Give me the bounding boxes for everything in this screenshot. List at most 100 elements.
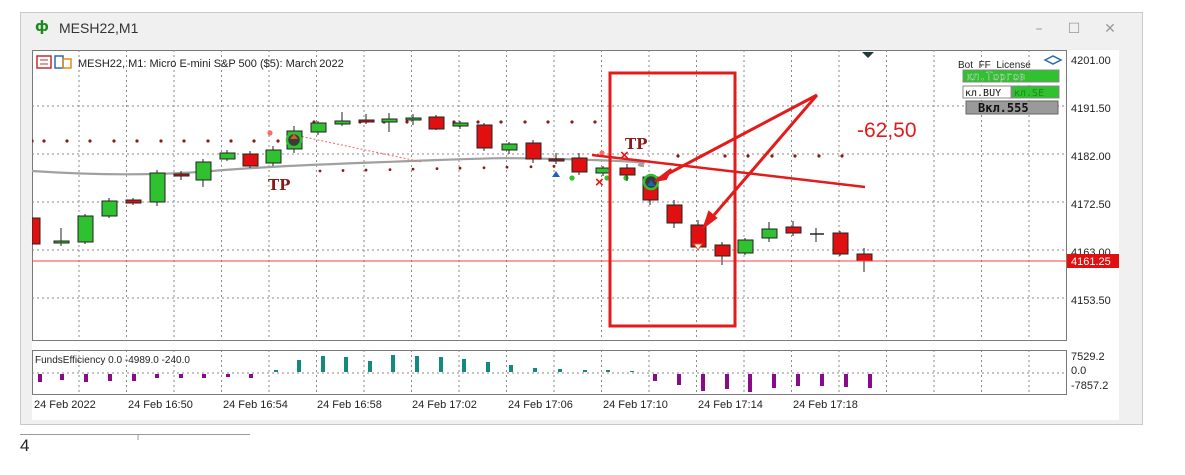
indicator-bar [132,374,136,381]
chart-header: MESH22, M1: Micro E-mini S&P 500 ($5): M… [36,55,344,70]
time-tick: 24 Feb 16:50 [128,399,193,411]
shift-marker-icon[interactable] [862,52,874,58]
trailing-dot [388,168,392,171]
window-title: MESH22,M1 [59,20,139,36]
indicator-bar [820,374,824,386]
candle-body [149,172,166,203]
trend-dash-line [289,133,423,163]
arrowhead [702,210,718,230]
trailing-dot [604,175,610,181]
candle-body [219,152,236,160]
trailing-dot [318,169,322,173]
trade-toggle-button[interactable] [962,69,1060,83]
trailing-dot [676,154,680,158]
candle-body [571,157,588,173]
buy-toggle-button[interactable] [962,85,1012,99]
trailing-dot [229,139,233,143]
indicator-bar [748,374,752,392]
graduation-cap-icon [1043,55,1063,65]
candle-body [714,244,731,257]
arrow-up-icon [290,134,298,139]
indicator-bar [84,374,88,382]
annotations: -62,50 [591,71,917,328]
symbol-header: MESH22, M1: Micro E-mini S&P 500 ($5): M… [78,58,344,70]
trailing-dot [159,139,163,143]
current-price-tag [1067,254,1119,268]
indicator-bar [249,374,253,378]
close-cross-icon: × [595,174,604,191]
candle-body [310,122,327,133]
main-plot-frame [32,50,1067,341]
trailing-dot [546,120,550,124]
candle-body [381,118,398,123]
loss-value-text: -62,50 [857,119,917,142]
indicator-tick: 0.0 [1071,365,1086,377]
tp-label: TP [625,135,647,153]
indicator-tick: -7857.2 [1071,380,1108,392]
trailing-dots [32,120,844,181]
footnote-number: 4 [20,436,30,455]
candle-body [77,215,94,243]
indicator-bar [772,374,776,388]
candle-body [334,120,351,125]
indicator-bar [677,374,681,385]
indicator-bar [297,360,301,372]
price-tick: 4191.50 [1071,103,1111,115]
signal-markers: × × TP TP [268,52,874,251]
sell-toggle-label: кл.SE [1014,88,1044,99]
trailing-dot [723,154,727,158]
indicator-bar [391,355,395,372]
bot-panel: Bot_FF_License кл.Торгов кл.BUY кл.SE Вк… [958,55,1063,115]
indicator-bar [108,374,112,381]
trailing-dot [405,120,409,124]
indicator-bar [60,374,64,380]
price-chart[interactable]: MESH22, M1: Micro E-mini S&P 500 ($5): M… [32,50,1119,420]
annotation-line [591,153,866,189]
indicator-bar [368,361,372,372]
buy-toggle-label: кл.BUY [965,88,1001,99]
trailing-dot [529,165,533,169]
candle-body [525,142,542,160]
candle-body [501,143,518,151]
minimize-button[interactable]: – [1035,21,1043,37]
trailing-dot [435,167,439,171]
template-icon[interactable] [36,55,52,69]
price-axis[interactable]: 4201.00 4191.50 4182.00 4172.50 4163.00 … [1067,55,1119,307]
indicator-tick: 7529.2 [1071,351,1105,363]
candle-body [548,158,565,162]
indicator-bar [606,370,610,372]
trailing-dot [411,167,415,171]
candle-body [195,161,212,181]
license-label: Bot_FF_License [958,60,1031,71]
candle-body [785,226,802,234]
maximize-button[interactable]: ☐ [1067,21,1081,37]
trailing-dot [599,150,605,156]
price-tick: 4201.00 [1071,55,1111,67]
candle-body [761,228,778,239]
trailing-dot [364,168,368,172]
annotation-arrow [659,93,818,180]
window-titlebar[interactable]: ф MESH22,M1 – ☐ ✕ [21,13,1142,43]
trailing-dot [746,154,750,158]
trailing-dot [135,139,139,143]
tp-label: TP [268,176,290,194]
indicator-bar [415,356,419,372]
trailing-dot [770,154,774,158]
candle-body [737,239,754,254]
trailing-dot [552,164,556,168]
trailing-dot [623,175,629,181]
indicator-bar [155,374,159,378]
trailing-dot [42,139,46,143]
trailing-dot [112,139,116,143]
close-button[interactable]: ✕ [1104,21,1116,37]
trailing-dot [252,139,256,143]
chart-background [32,50,1119,420]
indicator-bar [321,356,325,372]
sell-toggle-button[interactable] [1011,85,1060,99]
bottom-tab-strip[interactable] [20,425,250,440]
counter-button[interactable] [965,100,1059,115]
trailing-dot [482,166,486,170]
time-axis[interactable]: 24 Feb 2022 24 Feb 16:50 24 Feb 16:54 24… [34,399,858,411]
trailing-dot [341,169,345,172]
indicator-bar [202,374,206,378]
